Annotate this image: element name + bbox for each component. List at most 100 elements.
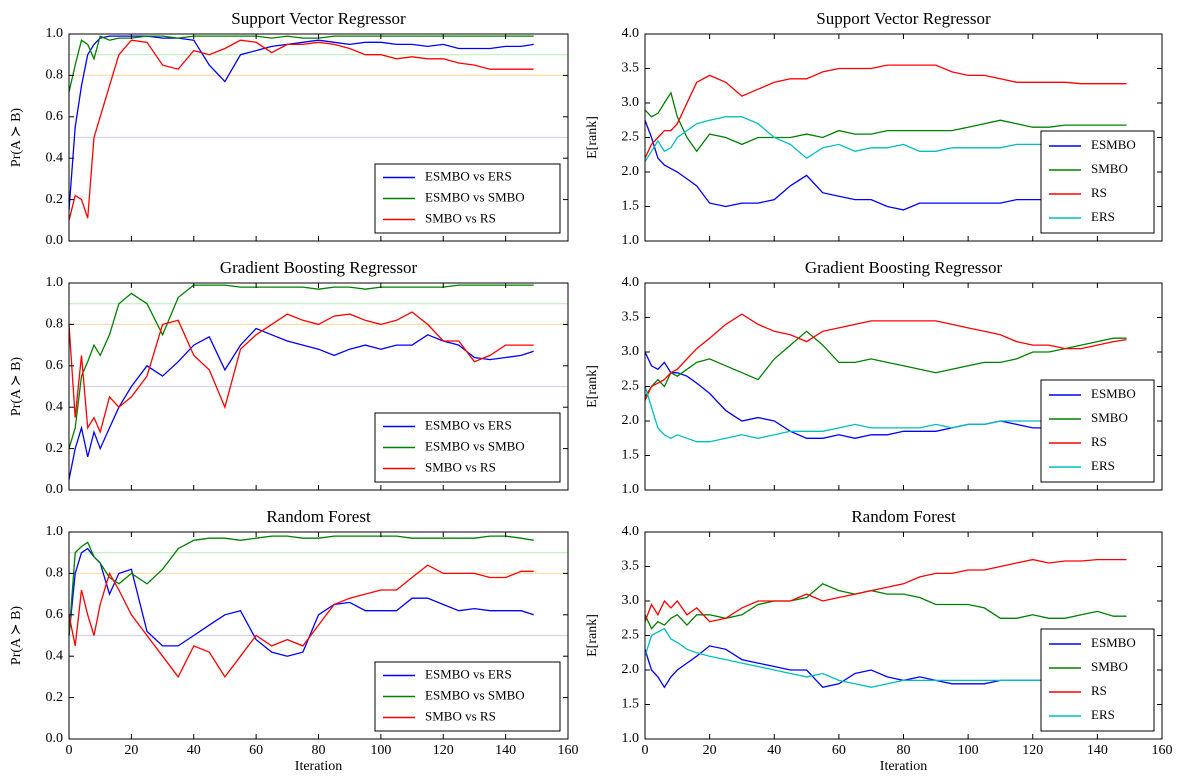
series-line (644, 313, 1127, 401)
y-tick-label: 0.2 (46, 690, 64, 705)
y-tick-label: 0.8 (46, 566, 64, 581)
x-tick-label: 60 (832, 743, 846, 758)
series-line (644, 386, 1127, 443)
y-axis-label: E[rank] (585, 116, 600, 159)
legend-label: ESMBO vs ERS (425, 666, 512, 681)
x-tick-label: 80 (897, 743, 911, 758)
legend-label: ERS (1091, 707, 1115, 722)
legend-label: ESMBO (1091, 137, 1136, 152)
series-line (68, 311, 534, 434)
series-line (68, 39, 534, 221)
chart-title: Random Forest (266, 507, 371, 526)
y-tick-label: 4.0 (622, 26, 640, 41)
legend-label: SMBO (1091, 659, 1128, 674)
x-tick-label: 0 (642, 743, 649, 758)
series-line (644, 583, 1127, 630)
series-line (68, 35, 534, 93)
chart-title: Random Forest (851, 507, 956, 526)
series-line (68, 284, 534, 449)
y-tick-label: 3.0 (622, 95, 640, 110)
series-line (68, 35, 534, 210)
legend-box (1040, 379, 1155, 483)
x-tick-label: 20 (703, 743, 717, 758)
x-tick-label: 140 (1087, 743, 1108, 758)
x-tick-label: 80 (312, 743, 326, 758)
legend-label: ESMBO vs ERS (425, 168, 512, 183)
y-tick-label: 0.8 (46, 68, 64, 83)
y-tick-label: 2.0 (622, 662, 640, 677)
series-line (644, 91, 1127, 153)
series-line (644, 116, 1127, 163)
x-tick-label: 160 (1152, 743, 1173, 758)
x-tick-label: 100 (958, 743, 979, 758)
legend-label: ESMBO vs SMBO (425, 438, 525, 453)
y-tick-label: 0.0 (46, 482, 64, 497)
y-tick-label: 3.0 (622, 593, 640, 608)
legend-label: ESMBO (1091, 386, 1136, 401)
legend-label: SMBO vs RS (425, 210, 496, 225)
x-axis-label: Iteration (880, 759, 927, 774)
y-tick-label: 2.0 (622, 164, 640, 179)
series-line (68, 535, 534, 636)
series-line (644, 351, 1127, 439)
y-axis-label: Pr(A ≻ B) (9, 357, 24, 417)
series-line (644, 64, 1127, 159)
y-tick-label: 0.6 (46, 109, 64, 124)
x-tick-label: 20 (124, 743, 138, 758)
y-tick-label: 0.2 (46, 192, 64, 207)
legend-label: SMBO (1091, 410, 1128, 425)
x-tick-label: 0 (66, 743, 73, 758)
y-tick-label: 1.0 (46, 26, 64, 41)
y-axis-label: Pr(A ≻ B) (9, 606, 24, 666)
y-tick-label: 4.0 (622, 524, 640, 539)
legend-label: ERS (1091, 209, 1115, 224)
y-tick-label: 3.5 (622, 559, 640, 574)
x-axis-label: Iteration (295, 759, 342, 774)
legend-label: SMBO (1091, 161, 1128, 176)
y-axis-label: E[rank] (585, 614, 600, 657)
y-tick-label: 0.6 (46, 358, 64, 373)
y-tick-label: 2.5 (622, 130, 640, 145)
y-tick-label: 1.0 (622, 731, 640, 746)
x-tick-label: 100 (370, 743, 391, 758)
series-line (68, 327, 534, 480)
y-tick-label: 3.5 (622, 310, 640, 325)
y-tick-label: 0.4 (46, 399, 64, 414)
legend-box (1040, 628, 1155, 732)
x-tick-label: 40 (767, 743, 781, 758)
chart-title: Support Vector Regressor (816, 9, 991, 28)
series-line (644, 558, 1127, 623)
legend-label: SMBO vs RS (425, 708, 496, 723)
y-axis-label: Pr(A ≻ B) (9, 108, 24, 168)
series-line (644, 330, 1127, 398)
y-tick-label: 0.4 (46, 648, 64, 663)
legend-label: RS (1091, 185, 1107, 200)
x-tick-label: 160 (558, 743, 579, 758)
y-tick-label: 2.5 (622, 379, 640, 394)
y-tick-label: 1.5 (622, 199, 640, 214)
y-tick-label: 1.5 (622, 448, 640, 463)
chart-title: Gradient Boosting Regressor (805, 258, 1003, 277)
series-line (644, 119, 1127, 211)
series-line (644, 627, 1127, 688)
legend-label: ESMBO vs SMBO (425, 687, 525, 702)
y-tick-label: 1.0 (46, 275, 64, 290)
y-tick-label: 1.5 (622, 697, 640, 712)
legend-label: RS (1091, 434, 1107, 449)
legend-label: ESMBO vs SMBO (425, 189, 525, 204)
y-axis-label: E[rank] (585, 365, 600, 408)
legend-label: SMBO vs RS (425, 459, 496, 474)
chart-title: Gradient Boosting Regressor (220, 258, 418, 277)
legend-label: ERS (1091, 458, 1115, 473)
y-tick-label: 0.0 (46, 731, 64, 746)
y-tick-label: 2.5 (622, 628, 640, 643)
series-line (68, 547, 534, 657)
y-tick-label: 2.0 (622, 413, 640, 428)
y-tick-label: 3.0 (622, 344, 640, 359)
chart-title: Support Vector Regressor (231, 9, 406, 28)
y-tick-label: 0.0 (46, 233, 64, 248)
x-tick-label: 40 (187, 743, 201, 758)
x-tick-label: 120 (1022, 743, 1043, 758)
y-tick-label: 1.0 (46, 524, 64, 539)
